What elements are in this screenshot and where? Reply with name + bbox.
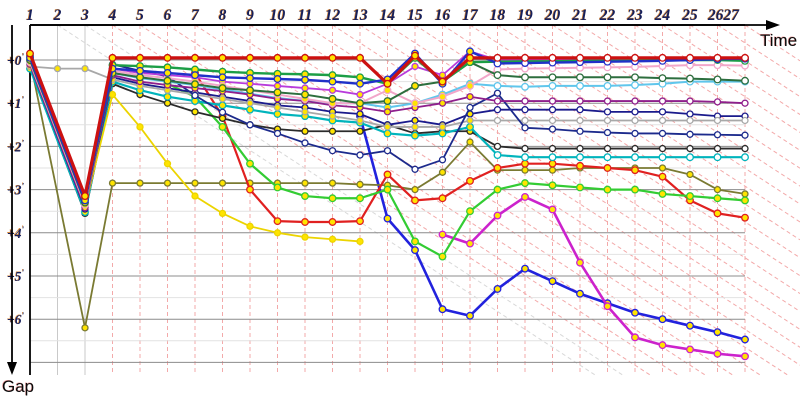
svg-text:Time: Time — [760, 31, 797, 50]
svg-text:16: 16 — [435, 7, 451, 24]
svg-text:12: 12 — [325, 7, 341, 24]
svg-text:2627: 2627 — [707, 7, 740, 24]
svg-text:18: 18 — [490, 7, 506, 24]
svg-text:20: 20 — [544, 7, 561, 24]
svg-text:9: 9 — [246, 7, 254, 24]
svg-text:6: 6 — [164, 7, 172, 24]
svg-text:Gap: Gap — [2, 377, 34, 396]
svg-text:23: 23 — [626, 7, 643, 24]
svg-text:17: 17 — [462, 7, 479, 24]
svg-text:14: 14 — [380, 7, 396, 24]
svg-text:13: 13 — [352, 7, 368, 24]
svg-text:8: 8 — [219, 7, 227, 24]
svg-text:7: 7 — [191, 7, 200, 24]
svg-text:4: 4 — [108, 7, 117, 24]
svg-text:25: 25 — [681, 7, 698, 24]
svg-text:19: 19 — [517, 7, 533, 24]
svg-text:21: 21 — [571, 7, 588, 24]
svg-text:3: 3 — [80, 7, 89, 24]
svg-text:2: 2 — [53, 7, 62, 24]
svg-text:5: 5 — [136, 7, 144, 24]
svg-text:11: 11 — [298, 7, 313, 24]
svg-text:15: 15 — [407, 7, 423, 24]
svg-text:22: 22 — [599, 7, 616, 24]
svg-text:24: 24 — [654, 7, 671, 24]
svg-text:10: 10 — [270, 7, 286, 24]
svg-text:1: 1 — [26, 7, 34, 24]
